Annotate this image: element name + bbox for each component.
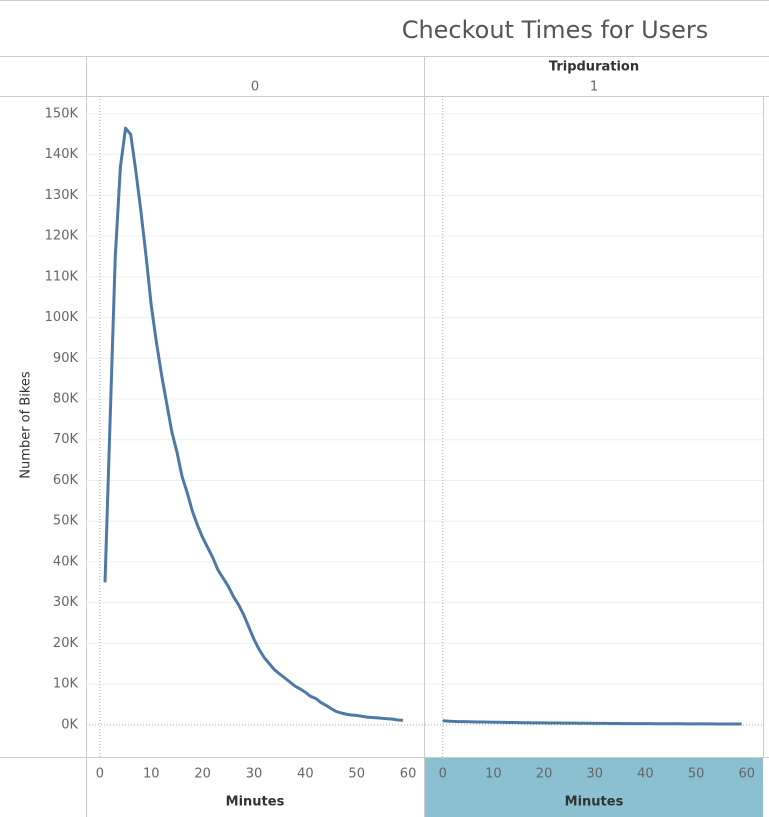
data-line — [103, 126, 404, 722]
y-tick-label: 120K — [45, 229, 79, 244]
x-tick-label: 20 — [194, 767, 211, 782]
panel-label: 0 — [251, 80, 259, 95]
x-tick-label: 50 — [688, 767, 705, 782]
y-axis-title: Number of Bikes — [19, 371, 34, 479]
x-tick-label: 0 — [439, 767, 447, 782]
x-tick-label: 40 — [297, 767, 314, 782]
x-tick-label: 0 — [96, 767, 104, 782]
data-line — [442, 719, 742, 726]
y-tick-label: 10K — [53, 677, 79, 692]
y-tick-label: 140K — [45, 147, 79, 162]
y-tick-label: 100K — [45, 310, 79, 325]
x-tick-label: 20 — [536, 767, 553, 782]
y-tick-label: 30K — [53, 595, 79, 610]
x-tick-label: 60 — [400, 767, 417, 782]
y-tick-label: 40K — [53, 554, 79, 569]
panel-label: 1 — [590, 80, 598, 95]
y-tick-label: 0K — [61, 717, 78, 732]
x-axis-title: Minutes — [565, 795, 624, 810]
x-tick-label: 60 — [739, 767, 756, 782]
x-tick-label: 30 — [246, 767, 263, 782]
y-tick-label: 110K — [45, 269, 79, 284]
x-tick-label: 40 — [637, 767, 654, 782]
x-tick-label: 30 — [586, 767, 603, 782]
selected-axis — [425, 758, 763, 817]
y-tick-label: 70K — [53, 432, 79, 447]
y-tick-label: 90K — [53, 351, 79, 366]
y-tick-label: 60K — [53, 473, 79, 488]
x-axis-title: Minutes — [226, 795, 285, 810]
y-tick-label: 50K — [53, 514, 79, 529]
y-tick-label: 130K — [45, 188, 79, 203]
x-tick-label: 10 — [485, 767, 502, 782]
y-tick-label: 20K — [53, 636, 79, 651]
facet-label: Tripduration — [549, 60, 639, 75]
x-tick-label: 50 — [348, 767, 365, 782]
y-tick-label: 80K — [53, 392, 79, 407]
y-tick-label: 150K — [45, 106, 79, 121]
x-tick-label: 10 — [143, 767, 160, 782]
chart-title: Checkout Times for Users — [402, 16, 709, 44]
